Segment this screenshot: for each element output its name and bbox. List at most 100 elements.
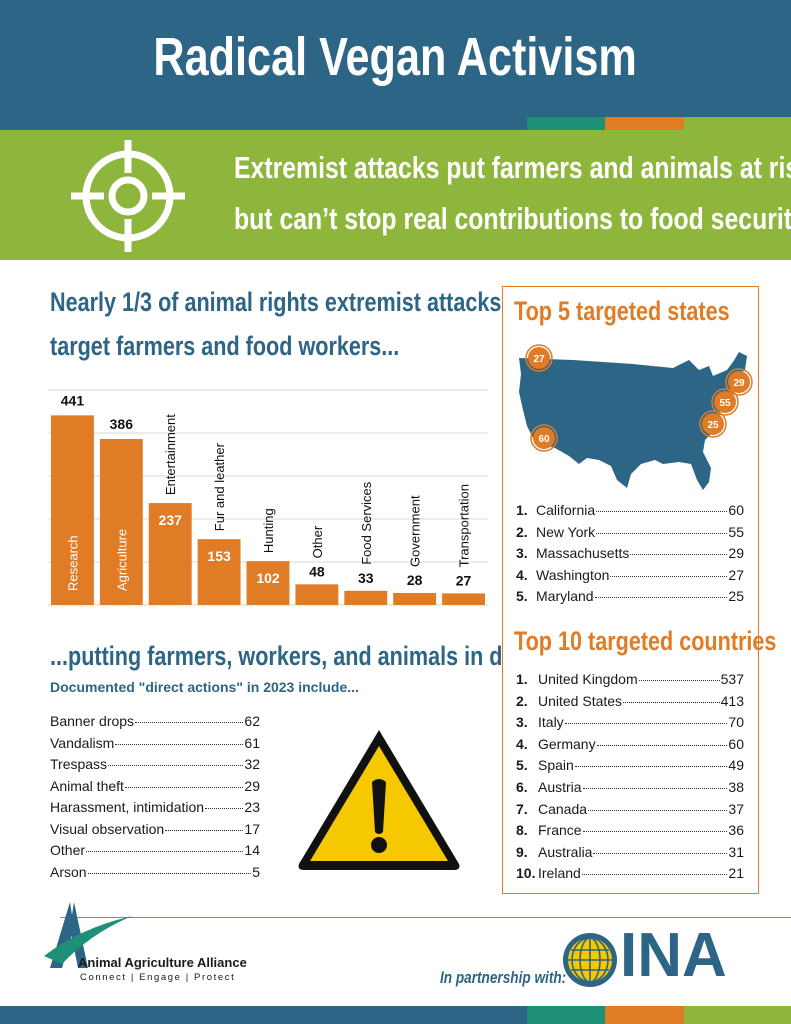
dot-leader bbox=[588, 809, 728, 811]
chart-bar bbox=[295, 584, 339, 605]
item-label: California bbox=[536, 502, 596, 518]
alliance-name: Animal Agriculture Alliance bbox=[78, 955, 247, 970]
top-banner bbox=[0, 0, 791, 130]
country-list-item: 10. Ireland 21 bbox=[516, 865, 744, 887]
item-value: 49 bbox=[728, 757, 744, 774]
chart-category-label: Hunting bbox=[261, 508, 276, 553]
map-marker-california: 60 bbox=[530, 424, 558, 452]
action-list-item: Animal theft 29 bbox=[50, 778, 260, 800]
dot-leader bbox=[610, 575, 728, 577]
item-label: Australia bbox=[538, 843, 593, 860]
chart-bar bbox=[393, 592, 437, 605]
countries-heading: Top 10 targeted countries bbox=[514, 626, 777, 656]
attacks-heading-line-2: target farmers and food workers... bbox=[50, 331, 400, 361]
item-value: 61 bbox=[244, 734, 260, 751]
chart-category-label: Entertainment bbox=[163, 414, 178, 495]
country-list-item: 6. Austria 38 bbox=[516, 779, 744, 801]
chart-value-label: 48 bbox=[309, 563, 325, 579]
state-list-item: 1. California 60 bbox=[516, 502, 744, 524]
us-map-shape bbox=[519, 352, 747, 490]
countries-list: 1. United Kingdom 537 2. United States 413 3. I… bbox=[516, 671, 744, 887]
dot-leader bbox=[594, 597, 728, 598]
dot-leader bbox=[596, 511, 728, 512]
bottom-stripe-orange bbox=[605, 1006, 684, 1024]
rank-number: 1. bbox=[516, 671, 528, 687]
subtitle-line-2: but can’t stop real contributions to foo… bbox=[234, 201, 791, 236]
item-label: New York bbox=[536, 523, 596, 540]
chart-value-label: 441 bbox=[61, 392, 85, 408]
chart-value-label: 33 bbox=[358, 570, 374, 586]
item-value: 60 bbox=[728, 502, 744, 518]
dot-leader bbox=[124, 786, 244, 788]
dot-leader bbox=[581, 874, 728, 876]
item-label: Austria bbox=[538, 778, 582, 795]
item-value: 31 bbox=[728, 843, 744, 860]
rank-number: 7. bbox=[516, 800, 528, 817]
map-marker-washington: 27 bbox=[525, 344, 553, 372]
dot-leader bbox=[593, 852, 728, 854]
item-label: Harassment, intimidation bbox=[50, 799, 205, 815]
chart-value-label: 386 bbox=[110, 416, 134, 432]
rank-number: 3. bbox=[516, 545, 528, 561]
item-value: 25 bbox=[728, 588, 744, 604]
country-list-item: 1. United Kingdom 537 bbox=[516, 671, 744, 693]
attacks-heading-line-1: Nearly 1/3 of animal rights extremist at… bbox=[50, 287, 502, 317]
country-list-item: 8. France 36 bbox=[516, 822, 744, 844]
item-value: 60 bbox=[728, 735, 744, 752]
item-value: 37 bbox=[728, 800, 744, 817]
dot-leader bbox=[165, 829, 244, 831]
chart-bar bbox=[51, 415, 94, 605]
item-value: 62 bbox=[244, 713, 260, 729]
country-list-item: 7. Canada 37 bbox=[516, 801, 744, 823]
rank-number: 2. bbox=[516, 692, 528, 709]
item-value: 36 bbox=[728, 822, 744, 839]
action-list-item: Harassment, intimidation 23 bbox=[50, 799, 260, 821]
item-value: 29 bbox=[728, 545, 744, 561]
item-label: Washington bbox=[536, 566, 610, 583]
dot-leader bbox=[135, 722, 244, 723]
chart-category-label: Food Services bbox=[359, 481, 374, 565]
dot-leader bbox=[115, 743, 244, 745]
item-value: 5 bbox=[252, 863, 260, 880]
map-marker-maryland: 25 bbox=[699, 410, 727, 438]
item-label: Massachusetts bbox=[536, 545, 630, 561]
chart-bar bbox=[344, 590, 388, 605]
page-title: Radical Vegan Activism bbox=[153, 27, 638, 87]
chart-bar bbox=[246, 561, 290, 605]
chart-category-label: Fur and leather bbox=[212, 442, 227, 531]
item-value: 38 bbox=[728, 778, 744, 795]
chart-value-label: 102 bbox=[256, 570, 280, 586]
us-map: 27 60 29 55 25 bbox=[519, 344, 753, 490]
action-list-item: Trespass 32 bbox=[50, 756, 260, 778]
rank-number: 5. bbox=[516, 757, 528, 774]
country-list-item: 9. Australia 31 bbox=[516, 844, 744, 866]
dot-leader bbox=[596, 744, 728, 746]
rank-number: 4. bbox=[516, 566, 528, 583]
state-list-item: 4. Washington 27 bbox=[516, 567, 744, 589]
chart-value-label: 153 bbox=[207, 548, 231, 564]
chart-bar bbox=[197, 539, 241, 605]
dot-leader bbox=[108, 765, 244, 766]
rank-number: 2. bbox=[516, 523, 528, 540]
item-label: Ireland bbox=[538, 865, 581, 882]
accent-stripe-orange bbox=[605, 117, 684, 130]
item-value: 23 bbox=[244, 799, 260, 815]
item-value: 14 bbox=[244, 842, 260, 858]
chart-bar bbox=[99, 439, 143, 605]
footer-divider bbox=[60, 917, 791, 918]
item-label: Trespass bbox=[50, 756, 108, 772]
chart-category-label: Research bbox=[65, 535, 80, 591]
item-value: 21 bbox=[728, 865, 744, 882]
crosshair-icon bbox=[71, 140, 185, 252]
dot-leader bbox=[630, 554, 728, 555]
item-label: Italy bbox=[538, 714, 564, 731]
svg-text:25: 25 bbox=[707, 420, 719, 431]
warning-triangle-icon bbox=[298, 730, 460, 870]
action-list-item: Other 14 bbox=[50, 842, 260, 864]
dot-leader bbox=[582, 787, 728, 789]
chart-value-label: 28 bbox=[407, 572, 423, 588]
chart-category-label: Agriculture bbox=[114, 529, 129, 591]
rank-number: 8. bbox=[516, 822, 528, 839]
action-list-item: Arson 5 bbox=[50, 864, 260, 886]
dot-leader bbox=[596, 532, 728, 534]
